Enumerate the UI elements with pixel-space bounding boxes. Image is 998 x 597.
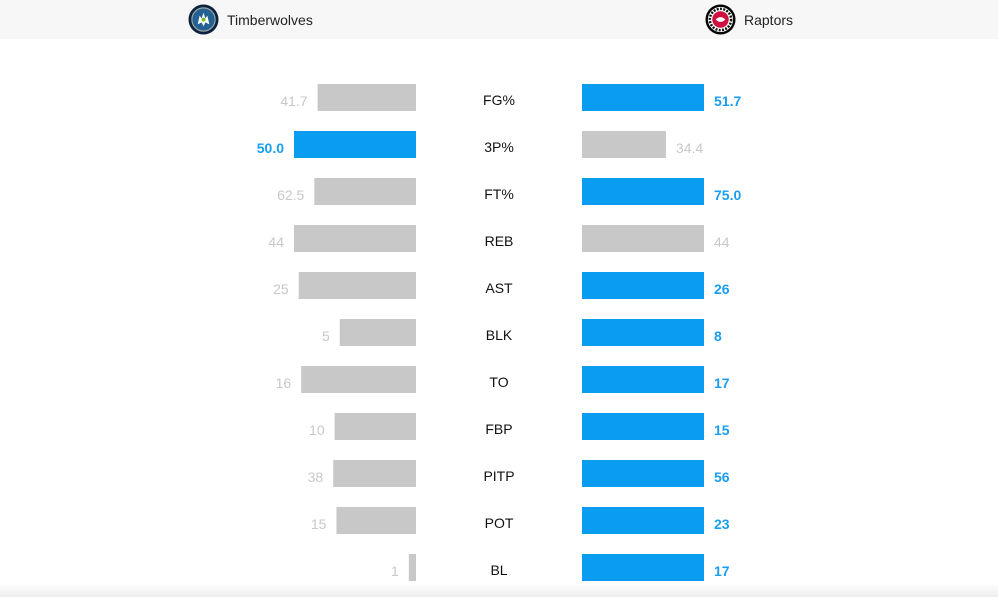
away-team[interactable]: Raptors	[705, 4, 793, 35]
away-bar	[582, 554, 704, 581]
category-label: TO	[489, 374, 508, 390]
away-bar	[582, 460, 704, 487]
home-bar	[298, 272, 416, 299]
home-value-label: 41.7	[280, 93, 307, 109]
home-bar	[294, 225, 416, 252]
category-label: REB	[485, 233, 514, 249]
away-value-label: 51.7	[714, 93, 741, 109]
away-value-label: 8	[714, 328, 722, 344]
category-label: PITP	[483, 468, 514, 484]
home-value-label: 25	[273, 281, 289, 297]
category-label: BLK	[486, 327, 513, 343]
home-team-name: Timberwolves	[227, 11, 313, 28]
home-value-label: 62.5	[277, 187, 304, 203]
away-value-label: 34.4	[676, 140, 703, 156]
away-bar	[582, 272, 704, 299]
bottom-fade	[0, 583, 998, 597]
away-bar	[582, 84, 704, 111]
team-header-bar: Timberwolves Raptors	[0, 0, 998, 39]
timberwolves-logo-icon	[188, 4, 219, 35]
away-value-label: 44	[714, 234, 730, 250]
away-team-name: Raptors	[744, 11, 794, 28]
home-team[interactable]: Timberwolves	[188, 4, 313, 35]
home-value-label: 5	[322, 328, 330, 344]
category-label: FBP	[485, 421, 512, 437]
away-bar	[582, 178, 704, 205]
home-bar	[339, 319, 416, 346]
home-value-label: 50.0	[257, 140, 284, 156]
raptors-logo-icon	[705, 4, 736, 35]
home-bar	[408, 554, 416, 581]
home-bar	[317, 84, 416, 111]
category-label: POT	[485, 515, 514, 531]
category-label: FG%	[483, 92, 515, 108]
away-bar	[582, 413, 704, 440]
home-value-label: 1	[391, 563, 399, 579]
category-label: FT%	[484, 186, 514, 202]
home-value-label: 38	[308, 469, 324, 485]
home-bar	[333, 460, 416, 487]
home-bar	[336, 507, 416, 534]
category-label: AST	[485, 280, 513, 296]
home-value-label: 44	[268, 234, 284, 250]
away-value-label: 17	[714, 563, 730, 579]
away-bar	[582, 366, 704, 393]
home-bar	[334, 413, 416, 440]
home-bar	[294, 131, 416, 158]
away-value-label: 26	[714, 281, 730, 297]
away-value-label: 56	[714, 469, 730, 485]
category-label: BL	[490, 562, 507, 578]
category-label: 3P%	[484, 139, 514, 155]
away-bar	[582, 507, 704, 534]
away-bar	[582, 225, 704, 252]
away-value-label: 75.0	[714, 187, 741, 203]
away-value-label: 15	[714, 422, 730, 438]
home-bar	[301, 366, 416, 393]
away-bar	[582, 319, 704, 346]
away-bar	[582, 131, 666, 158]
home-value-label: 15	[311, 516, 327, 532]
away-value-label: 23	[714, 516, 730, 532]
home-value-label: 10	[309, 422, 325, 438]
home-bar	[314, 178, 416, 205]
home-value-label: 16	[276, 375, 292, 391]
away-value-label: 17	[714, 375, 730, 391]
